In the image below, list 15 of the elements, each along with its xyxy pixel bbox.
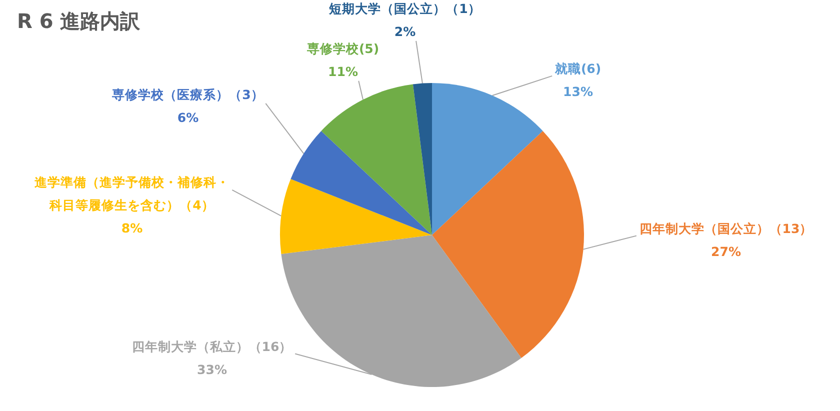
slice-label: 短期大学（国公立）（1） bbox=[328, 1, 481, 16]
data-label: 13% bbox=[563, 84, 594, 99]
slice-label: 進学準備（進学予備校・補修科・科目等履修生を含む）（4） bbox=[34, 174, 230, 212]
chart-title: R 6 進路内訳 bbox=[17, 9, 142, 33]
data-label: 27% bbox=[711, 244, 742, 259]
slice-label: 四年制大学（国公立）（13） bbox=[639, 221, 813, 236]
data-label: 8% bbox=[121, 220, 144, 236]
slice-label: 就職(6) bbox=[554, 61, 602, 76]
data-label: 2% bbox=[394, 24, 416, 39]
data-label: 6% bbox=[177, 110, 200, 125]
slice-label: 専修学校（医療系）（3） bbox=[111, 87, 264, 102]
slice-label: 四年制大学（私立）（16） bbox=[132, 339, 292, 354]
slice-label: 専修学校(5) bbox=[306, 41, 380, 56]
data-label: 11% bbox=[328, 64, 358, 79]
data-label: 33% bbox=[197, 362, 228, 377]
